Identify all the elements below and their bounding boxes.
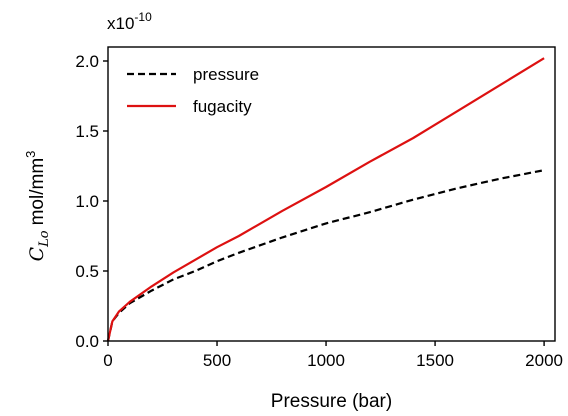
y-label-subscript: Lo [37, 230, 52, 248]
x-tick-label: 1500 [416, 351, 454, 370]
x-axis-label: Pressure (bar) [271, 391, 392, 412]
y-label-superscript: 3 [23, 151, 38, 158]
y-axis-label: CLo mol/mm3 [23, 151, 52, 262]
series-line-fugacity [106, 57, 545, 342]
series-line-pressure [106, 169, 545, 342]
y-tick-label: 1.0 [75, 192, 99, 211]
y-tick-label: 1.5 [75, 122, 99, 141]
plot-frame [107, 46, 556, 342]
y-axis-multiplier: x10-10 [107, 10, 152, 33]
y-tick-label: 2.0 [75, 52, 99, 71]
x-tick-label: 500 [203, 351, 231, 370]
plot-lines [106, 57, 545, 342]
x-tick-label: 1000 [307, 351, 345, 370]
y-multiplier-exponent: -10 [134, 10, 152, 24]
y-label-unit: mol/mm [27, 158, 48, 226]
x-axis: 0 500 1000 1500 2000 [103, 341, 563, 370]
legend-label-pressure: pressure [193, 65, 259, 84]
y-label-symbol: C [26, 246, 48, 261]
legend-label-fugacity: fugacity [193, 97, 252, 116]
x-tick-label: 0 [103, 351, 112, 370]
y-tick-label: 0.5 [75, 262, 99, 281]
y-axis: 0.0 0.5 1.0 1.5 2.0 [75, 52, 108, 351]
x-tick-label: 2000 [525, 351, 563, 370]
y-multiplier-base: x10 [107, 14, 134, 33]
legend: pressure fugacity [127, 65, 259, 116]
y-tick-label: 0.0 [75, 332, 99, 351]
